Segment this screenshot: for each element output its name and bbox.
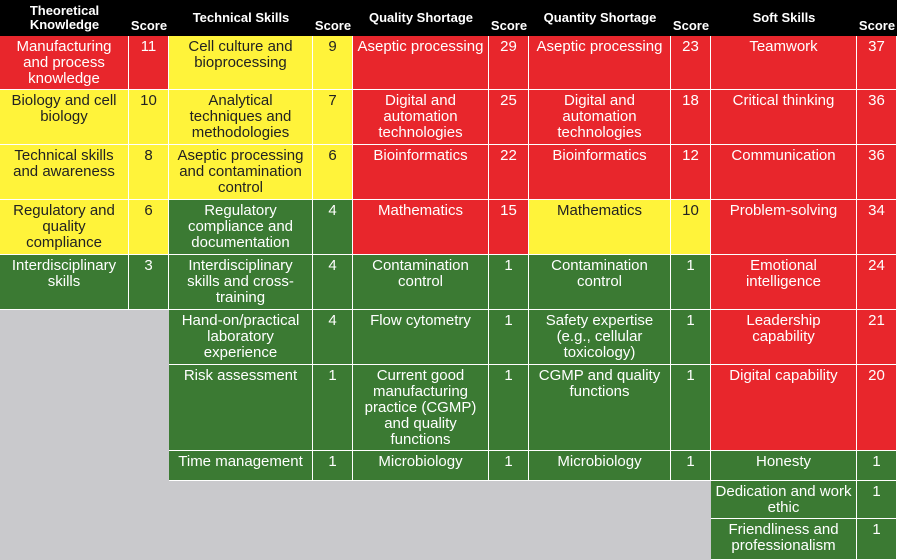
skill-cell: Flow cytometry [353,310,489,365]
score-cell: 36 [857,145,897,200]
skill-cell: Technical skills and awareness [0,145,129,200]
score-cell: 1 [489,365,529,451]
skill-cell: Communication [711,145,857,200]
score-header: Score [671,0,711,36]
score-cell: 21 [857,310,897,365]
score-cell: 1 [671,255,711,310]
skill-cell: Honesty [711,451,857,481]
skill-cell: Leadership capability [711,310,857,365]
score-cell: 1 [857,519,897,560]
score-cell: 4 [313,200,353,255]
skill-cell: Hand-on/practical laboratory experience [169,310,313,365]
score-cell: 15 [489,200,529,255]
score-cell: 1 [313,365,353,451]
score-header: Score [313,0,353,36]
skill-cell: Biology and cell biology [0,90,129,145]
score-cell: 1 [671,310,711,365]
score-header: Score [129,0,169,36]
score-cell: 34 [857,200,897,255]
score-cell: 10 [129,90,169,145]
score-cell: 9 [313,36,353,90]
column-header-soft-skills: Soft Skills [711,0,857,36]
column-header-quantity-shortage: Quantity Shortage [529,0,671,36]
score-cell: 1 [671,451,711,481]
skill-cell: Critical thinking [711,90,857,145]
column-header-quality-shortage: Quality Shortage [353,0,489,36]
skill-cell: Cell culture and bioprocessing [169,36,313,90]
column-header-technical-skills: Technical Skills [169,0,313,36]
skill-cell: Risk assessment [169,365,313,451]
score-cell: 25 [489,90,529,145]
skill-cell: Manufacturing and process knowledge [0,36,129,90]
skill-cell: Aseptic processing and contamination con… [169,145,313,200]
skill-cell: Bioinformatics [529,145,671,200]
score-cell: 1 [671,365,711,451]
skill-cell: Safety expertise (e.g., cellular toxicol… [529,310,671,365]
skill-cell: Regulatory compliance and documentation [169,200,313,255]
score-cell: 29 [489,36,529,90]
score-cell: 1 [857,481,897,519]
skill-cell: Aseptic processing [529,36,671,90]
score-cell: 22 [489,145,529,200]
score-cell: 6 [129,200,169,255]
skill-cell: Emotional intelligence [711,255,857,310]
score-header: Score [857,0,897,36]
skill-cell: Microbiology [529,451,671,481]
skill-cell: Microbiology [353,451,489,481]
skill-cell: Aseptic processing [353,36,489,90]
skill-cell: Contamination control [353,255,489,310]
score-cell: 1 [489,310,529,365]
score-cell: 1 [857,451,897,481]
skill-cell: Current good manufacturing practice (CGM… [353,365,489,451]
score-header: Score [489,0,529,36]
skill-cell: Digital capability [711,365,857,451]
skill-cell: Dedication and work ethic [711,481,857,519]
score-cell: 7 [313,90,353,145]
skill-cell: Friendliness and professionalism [711,519,857,560]
skill-cell: Digital and automation technologies [353,90,489,145]
score-cell: 11 [129,36,169,90]
score-cell: 23 [671,36,711,90]
skill-cell: CGMP and quality functions [529,365,671,451]
score-cell: 4 [313,255,353,310]
skill-cell: Interdisciplinary skills and cross-train… [169,255,313,310]
score-cell: 36 [857,90,897,145]
score-cell: 18 [671,90,711,145]
skill-cell: Bioinformatics [353,145,489,200]
score-cell: 10 [671,200,711,255]
skill-cell: Problem-solving [711,200,857,255]
score-cell: 1 [313,451,353,481]
score-cell: 3 [129,255,169,310]
score-cell: 24 [857,255,897,310]
skill-cell: Teamwork [711,36,857,90]
score-cell: 4 [313,310,353,365]
score-cell: 1 [489,451,529,481]
column-header-theoretical-knowledge: Theoretical Knowledge [0,0,129,36]
skill-cell: Time management [169,451,313,481]
skill-cell: Regulatory and quality compliance [0,200,129,255]
skill-cell: Analytical techniques and methodologies [169,90,313,145]
score-cell: 37 [857,36,897,90]
skill-cell: Mathematics [353,200,489,255]
skill-cell: Interdisciplinary skills [0,255,129,310]
score-cell: 20 [857,365,897,451]
score-cell: 12 [671,145,711,200]
skill-cell: Mathematics [529,200,671,255]
score-cell: 8 [129,145,169,200]
score-cell: 1 [489,255,529,310]
score-cell: 6 [313,145,353,200]
skill-cell: Contamination control [529,255,671,310]
skill-cell: Digital and automation technologies [529,90,671,145]
